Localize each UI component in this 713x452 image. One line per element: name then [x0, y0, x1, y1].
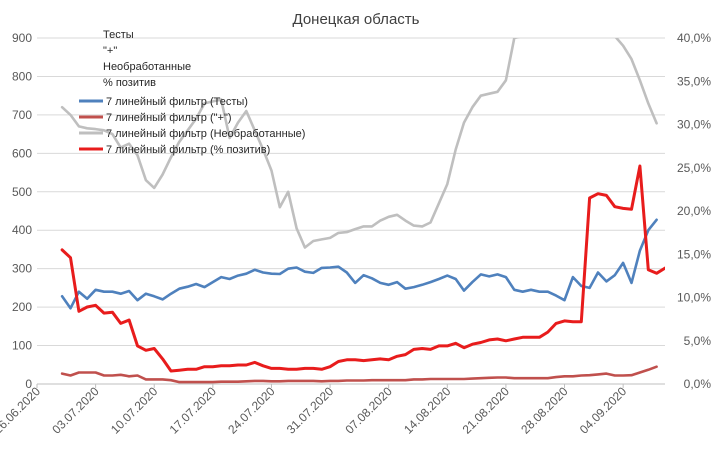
y-left-tick-label: 300: [12, 262, 32, 276]
x-tick-label: 31.07.2020: [284, 384, 337, 437]
y-left-tick-label: 0: [25, 377, 32, 391]
x-tick-label: 21.08.2020: [460, 384, 513, 437]
x-tick-label: 17.07.2020: [167, 384, 220, 437]
legend-text-unprocessed: Необработанные: [103, 61, 191, 73]
x-tick-label: 28.08.2020: [518, 384, 571, 437]
y-left-tick-label: 400: [12, 223, 32, 237]
y-right-tick-label: 40,0%: [677, 31, 711, 45]
y-right-tick-label: 20,0%: [677, 204, 711, 218]
series-line-tests: [60, 218, 658, 310]
legend-text-positive: "+": [103, 45, 117, 57]
x-tick-label: 26.06.2020: [0, 384, 43, 437]
y-left-tick-label: 800: [12, 69, 32, 83]
legend-text-unprocessed-filter: 7 линейный фильтр (Необработанные): [106, 128, 305, 140]
y-right-tick-label: 10,0%: [677, 291, 711, 305]
y-left-tick-label: 500: [12, 185, 32, 199]
legend-text-positive-filter: 7 линейный фильтр ("+"): [106, 112, 232, 124]
legend: Тесты "+" Необработанные % позитив 7 лин…: [79, 29, 305, 156]
legend-text-percent-filter: 7 линейный фильтр (% позитив): [106, 144, 270, 156]
x-axis: 26.06.2020 03.07.2020 10.07.2020 17.07.2020…: [0, 384, 629, 437]
x-tick-label: 14.08.2020: [401, 384, 454, 437]
y-left-tick-label: 900: [12, 31, 32, 45]
chart-title: Донецкая область: [293, 11, 420, 28]
series-line-unprocessed: [60, 38, 658, 249]
series-layer: [60, 38, 665, 384]
gridlines: [37, 37, 665, 385]
y-right-tick-label: 0,0%: [684, 377, 712, 391]
left-axis: 0 100 200 300 400 500 600 700 800 900: [12, 31, 32, 391]
y-left-tick-label: 600: [12, 146, 32, 160]
y-left-tick-label: 200: [12, 300, 32, 314]
y-left-tick-label: 700: [12, 108, 32, 122]
series-line-percent: [60, 164, 665, 373]
x-tick-label: 07.08.2020: [342, 384, 395, 437]
legend-text-tests: Тесты: [103, 29, 134, 41]
y-right-tick-label: 15,0%: [677, 247, 711, 261]
y-right-tick-label: 25,0%: [677, 161, 711, 175]
legend-text-tests-filter: 7 линейный фильтр (Тесты): [106, 96, 248, 108]
series-line-positive: [60, 365, 658, 384]
x-tick-label: 04.09.2020: [577, 384, 630, 437]
y-right-tick-label: 5,0%: [684, 334, 712, 348]
x-tick-label: 10.07.2020: [108, 384, 161, 437]
y-left-tick-label: 100: [12, 339, 32, 353]
right-axis: 0,0% 5,0% 10,0% 15,0% 20,0% 25,0% 30,0% 35,0% 40…: [677, 31, 711, 391]
x-tick-label: 24.07.2020: [225, 384, 278, 437]
y-right-tick-label: 35,0%: [677, 74, 711, 88]
x-tick-label: 03.07.2020: [49, 384, 102, 437]
legend-text-percent: % позитив: [103, 77, 156, 89]
y-right-tick-label: 30,0%: [677, 118, 711, 132]
